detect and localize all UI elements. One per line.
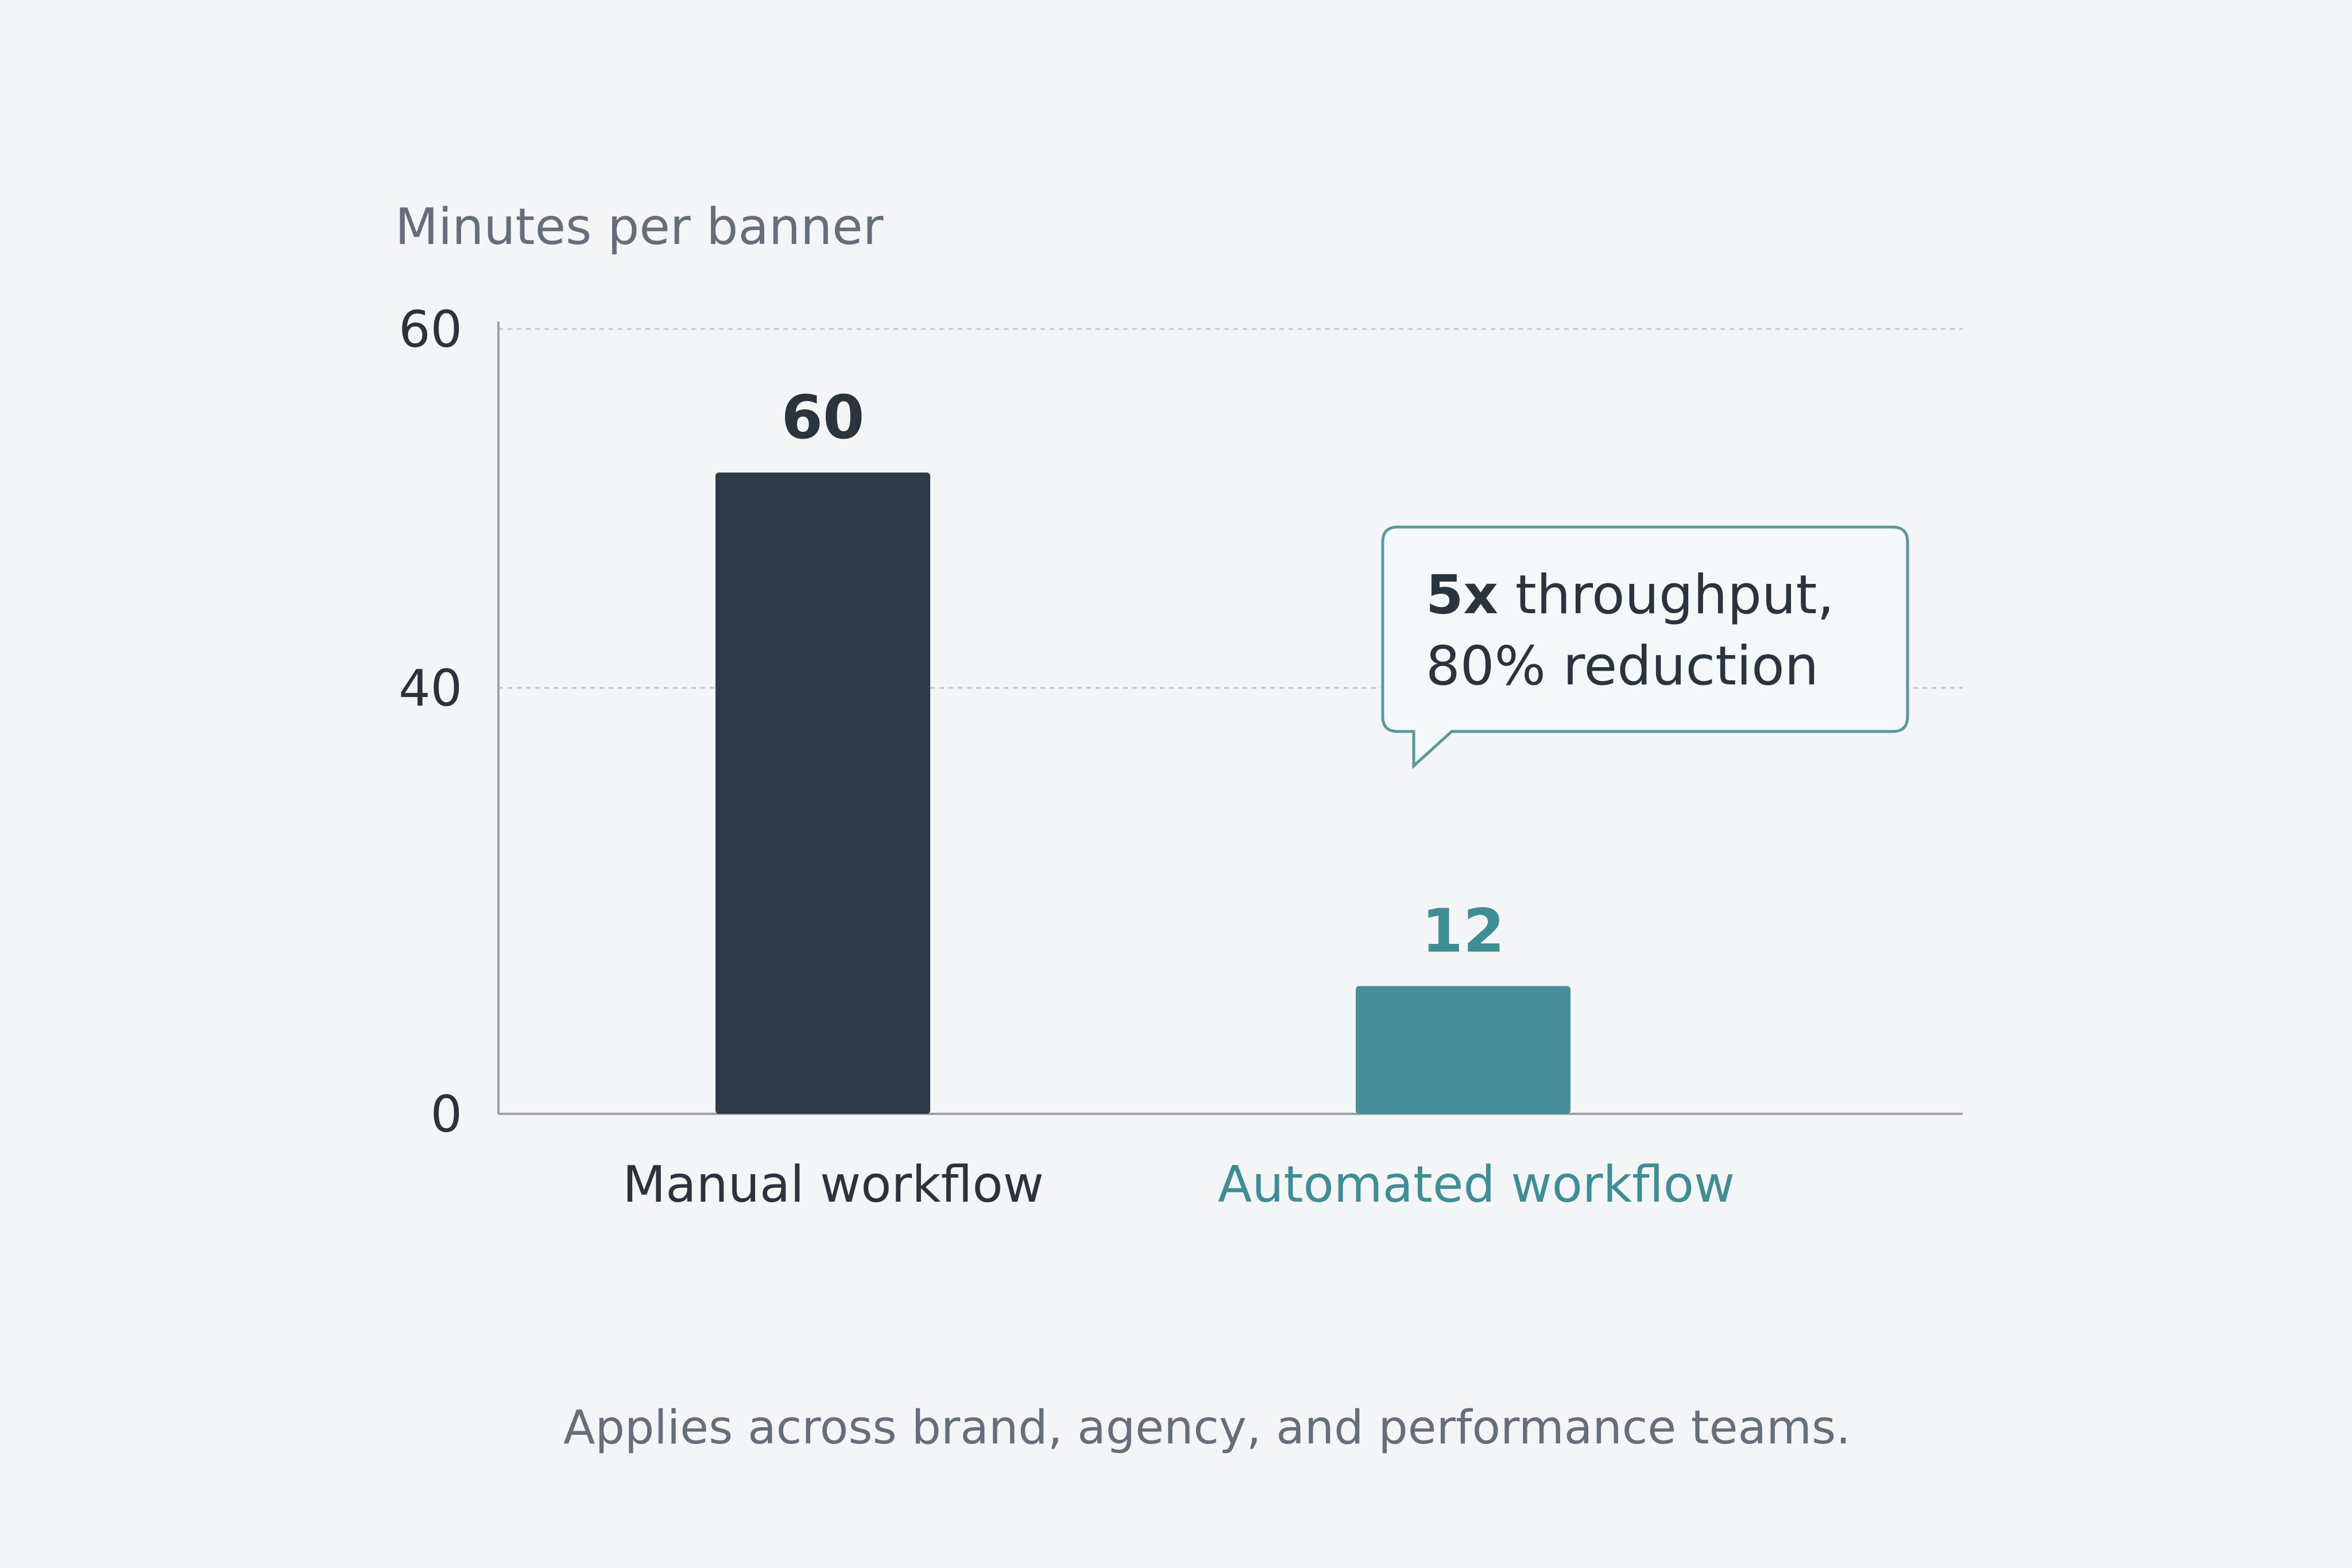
category-labels: Manual workflow Automated workflow	[622, 1155, 1735, 1214]
y-tick-label: 60	[399, 300, 462, 359]
value-label: 12	[1422, 896, 1505, 966]
category-label: Automated workflow	[1218, 1155, 1735, 1214]
bars	[715, 473, 1570, 1114]
category-label: Manual workflow	[622, 1155, 1044, 1214]
callout-line-1: 5x throughput,	[1426, 564, 1834, 626]
y-tick-label: 0	[431, 1085, 462, 1144]
y-tick-label: 40	[399, 659, 462, 718]
callout-bold: 5x	[1426, 564, 1498, 626]
bar-automated	[1356, 986, 1570, 1114]
value-label: 60	[782, 382, 865, 452]
y-axis-ticks: 0 40 60	[399, 300, 462, 1144]
y-axis-title: Minutes per banner	[395, 198, 884, 256]
callout-line-1-rest: throughput,	[1498, 564, 1834, 626]
callout-bubble	[1381, 525, 1909, 769]
callout-line-2: 80% reduction	[1426, 635, 1819, 698]
callout-annotation: 5x throughput, 80% reduction	[1381, 525, 1909, 769]
bar-manual	[715, 473, 930, 1114]
footnote: Applies across brand, agency, and perfor…	[563, 1401, 1851, 1455]
value-labels: 60 12	[782, 382, 1505, 966]
